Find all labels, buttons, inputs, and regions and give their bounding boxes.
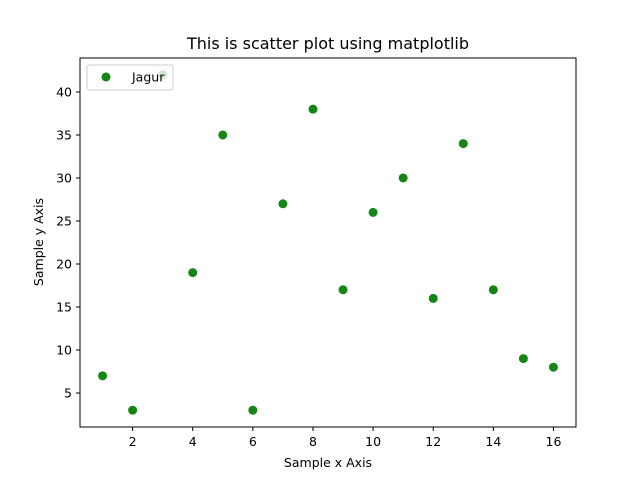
data-points (98, 70, 558, 415)
y-tick-label: 10 (56, 343, 72, 358)
scatter-point (248, 405, 258, 415)
legend: Jagur (86, 64, 174, 91)
y-tick-label: 35 (56, 127, 72, 142)
y-tick-label: 5 (64, 386, 72, 401)
x-tick-label: 10 (365, 434, 381, 449)
scatter-point (308, 104, 318, 114)
scatter-point (458, 139, 468, 149)
y-axis-ticks: 5 10 15 20 25 30 35 40 (56, 84, 80, 401)
legend-label: Jagur (131, 70, 165, 85)
x-axis-ticks: 2 4 6 8 10 12 14 16 (129, 427, 562, 449)
y-tick-label: 25 (56, 213, 72, 228)
scatter-point (128, 405, 138, 415)
scatter-point (518, 354, 528, 364)
legend-box (86, 64, 174, 91)
x-tick-label: 8 (309, 434, 317, 449)
y-tick-label: 40 (56, 84, 72, 99)
scatter-point (278, 199, 288, 209)
scatter-point (188, 268, 198, 278)
y-tick-label: 30 (56, 170, 72, 185)
y-axis-label: Sample y Axis (31, 198, 46, 286)
scatter-point (368, 207, 378, 217)
x-tick-label: 4 (189, 434, 197, 449)
x-tick-label: 12 (425, 434, 441, 449)
y-tick-label: 15 (56, 300, 72, 315)
chart-title: This is scatter plot using matplotlib (186, 34, 469, 53)
scatter-point (98, 371, 108, 381)
x-axis-label: Sample x Axis (284, 455, 372, 470)
scatter-point (428, 293, 438, 303)
x-tick-label: 16 (546, 434, 562, 449)
scatter-point (338, 285, 348, 295)
x-tick-label: 6 (249, 434, 257, 449)
y-tick-label: 20 (56, 257, 72, 272)
x-tick-label: 2 (129, 434, 137, 449)
x-tick-label: 14 (485, 434, 501, 449)
axes-frame (79, 57, 577, 428)
scatter-point (548, 362, 558, 372)
scatter-point (398, 173, 408, 183)
scatter-point (218, 130, 228, 140)
legend-marker (101, 72, 111, 82)
scatter-point (488, 285, 498, 295)
